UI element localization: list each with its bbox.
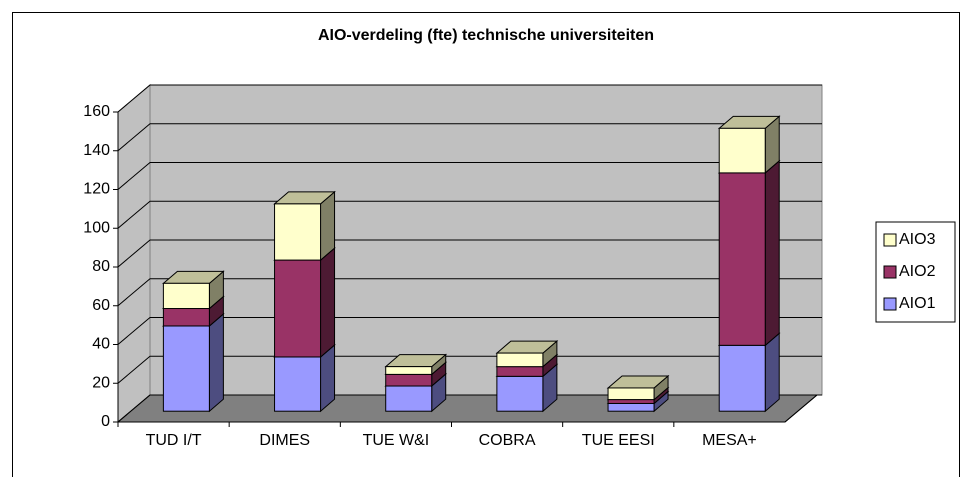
bar-front bbox=[274, 356, 322, 412]
grid-line bbox=[117, 162, 822, 190]
grid-line bbox=[117, 84, 822, 113]
x-tick-label: TUD I/T bbox=[146, 432, 202, 449]
grid-line bbox=[117, 278, 822, 307]
bar-front bbox=[385, 385, 433, 412]
bar-segment bbox=[273, 190, 336, 262]
bar-side bbox=[764, 332, 780, 413]
y-tick-label: 40 bbox=[92, 336, 110, 353]
bar-side bbox=[764, 159, 780, 347]
bar-front bbox=[162, 308, 210, 327]
bar-side bbox=[208, 312, 224, 413]
bar-segment bbox=[606, 374, 670, 401]
bar-front bbox=[607, 402, 655, 412]
chart-title: AIO-verdeling (fte) technische universit… bbox=[318, 27, 654, 44]
bar-side bbox=[320, 246, 336, 359]
x-tick-label: COBRA bbox=[479, 432, 536, 449]
bar-front bbox=[274, 203, 322, 261]
grid-line bbox=[117, 394, 822, 423]
bar-front bbox=[607, 399, 655, 404]
bar-segment bbox=[162, 270, 225, 310]
bar-front bbox=[162, 325, 210, 412]
bar-front bbox=[496, 375, 544, 412]
bar-front bbox=[385, 373, 433, 387]
bar-segment bbox=[495, 339, 559, 368]
x-tick-label: MESA+ bbox=[702, 432, 757, 449]
legend-swatch bbox=[883, 297, 897, 311]
bar-front bbox=[162, 282, 210, 310]
grid-line bbox=[117, 239, 822, 268]
x-axis-depth bbox=[784, 394, 818, 423]
bar-segment bbox=[384, 353, 448, 376]
x-tick-label: DIMES bbox=[259, 432, 310, 449]
y-tick-label: 120 bbox=[83, 181, 110, 198]
legend-label: AIO1 bbox=[899, 295, 936, 312]
bar-segment bbox=[717, 159, 781, 347]
legend-label: AIO2 bbox=[899, 263, 936, 280]
legend-swatch bbox=[883, 233, 897, 247]
bar-front bbox=[274, 259, 322, 358]
grid-line bbox=[117, 200, 822, 229]
grid-line bbox=[117, 317, 822, 345]
x-tick-label: TUE W&I bbox=[363, 432, 430, 449]
y-tick-label: 100 bbox=[83, 219, 110, 236]
bar-front bbox=[496, 352, 544, 368]
bar-front bbox=[496, 366, 544, 377]
y-tick-label: 80 bbox=[92, 258, 110, 275]
bar-front bbox=[607, 387, 655, 401]
bar-front bbox=[718, 172, 766, 346]
y-tick-label: 20 bbox=[92, 374, 110, 391]
bar-segment bbox=[717, 115, 781, 174]
grid-line bbox=[117, 123, 822, 152]
grid-line bbox=[117, 355, 822, 384]
y-tick-label: 160 bbox=[83, 103, 110, 120]
bar-segment bbox=[162, 312, 225, 413]
bar-front bbox=[718, 344, 766, 412]
x-tick-label: TUE EESI bbox=[582, 432, 655, 449]
y-tick-label: 140 bbox=[83, 142, 110, 159]
legend-swatch bbox=[883, 265, 897, 279]
bar-segment bbox=[273, 246, 336, 359]
bar-front bbox=[385, 366, 433, 375]
legend-label: AIO3 bbox=[899, 231, 936, 248]
bar-front bbox=[718, 127, 766, 174]
y-tick-label: 60 bbox=[92, 297, 110, 314]
y-tick-label: 0 bbox=[101, 413, 110, 430]
